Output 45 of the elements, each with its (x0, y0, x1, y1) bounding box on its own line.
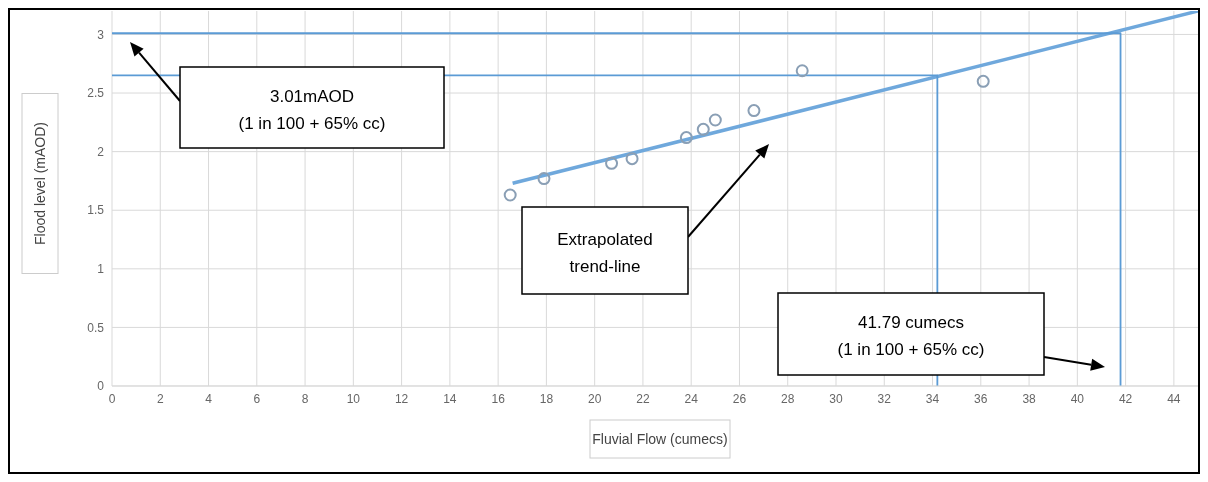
annotation: 41.79 cumecs (1 in 100 + 65% cc) (837, 313, 985, 359)
x-tick-label: 18 (539, 391, 554, 406)
x-tick-label: 4 (205, 391, 213, 406)
x-tick-label: 2 (156, 391, 164, 406)
x-tick-label: 44 (1167, 391, 1181, 406)
x-tick-label: 42 (1118, 391, 1133, 406)
point (976, 74, 990, 88)
point (605, 156, 619, 170)
x-tick-label: 30 (829, 391, 843, 406)
x-tick-label: 28 (781, 391, 795, 406)
x-tick-label: 10 (346, 391, 361, 406)
y-tick-label: 1 (97, 262, 105, 277)
point (795, 64, 809, 78)
y-tick-label: 3 (97, 27, 105, 42)
annotation: Extrapolated trend-line (557, 229, 653, 276)
point (537, 172, 551, 186)
x-axis-title: Fluvial Flow (cumecs) (592, 431, 728, 447)
x-tick-label: 12 (394, 391, 409, 406)
point (679, 131, 693, 145)
x-tick-label: 0 (108, 391, 116, 406)
x-tick-label: 6 (253, 391, 261, 406)
x-tick-label: 38 (1022, 391, 1037, 406)
y-tick-label: 2 (97, 144, 105, 159)
y-axis-title: Flood level (mAOD) (32, 122, 48, 245)
point (503, 188, 517, 202)
point (747, 104, 761, 118)
point (625, 152, 639, 166)
y-tick-label: 0 (97, 379, 105, 394)
annotation: 3.01mAOD (1 in 100 + 65% cc) (238, 86, 386, 133)
x-tick-label: 14 (443, 391, 457, 406)
y-tick-label: 0.5 (87, 320, 105, 335)
x-tick-label: 20 (587, 391, 602, 406)
x-tick-label: 32 (877, 391, 892, 406)
x-tick-label: 8 (301, 391, 309, 406)
x-tick-label: 16 (491, 391, 506, 406)
point (708, 113, 722, 127)
x-tick-label: 36 (974, 391, 988, 406)
y-tick-label: 1.5 (87, 203, 105, 218)
y-tick-label: 2.5 (87, 86, 105, 101)
x-tick-label: 24 (684, 391, 699, 406)
x-tick-label: 40 (1070, 391, 1085, 406)
point (696, 122, 710, 136)
x-tick-label: 34 (925, 391, 940, 406)
x-tick-label: 26 (732, 391, 747, 406)
x-tick-label: 22 (636, 391, 650, 406)
